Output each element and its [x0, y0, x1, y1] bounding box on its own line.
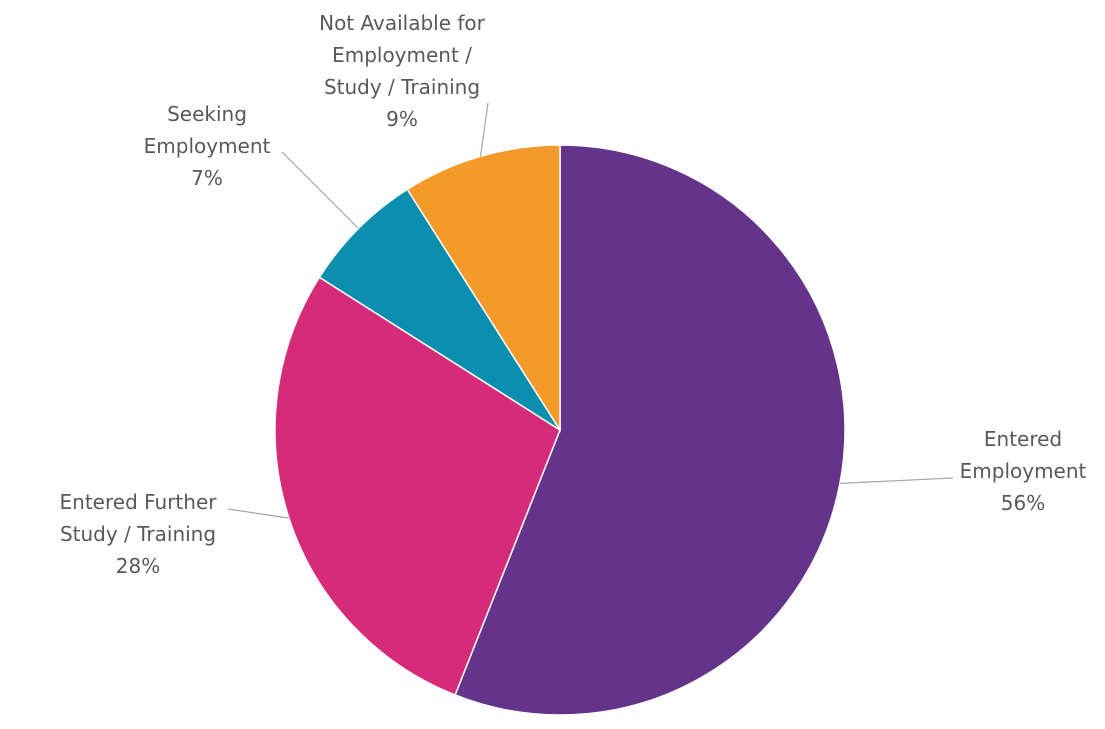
leader-line-3: [281, 151, 359, 229]
data-label-category-line: Not Available for: [319, 11, 486, 35]
data-label-category-line: Employment: [144, 134, 271, 158]
data-label-category-line: Entered: [984, 427, 1062, 451]
pie-slice-4: [406, 144, 561, 433]
data-label-percent: 56%: [1001, 491, 1045, 515]
data-labels: Entered Employment 56% Entered Further Study…: [60, 11, 1087, 578]
data-label-category-line: Employment: [960, 459, 1087, 483]
pie-slices: [274, 144, 846, 716]
pie-slice-3: [318, 188, 561, 431]
data-label-category-line: Study / Training: [324, 75, 480, 99]
data-label-percent: 28%: [116, 554, 160, 578]
data-label-category-line: Seeking: [167, 102, 247, 126]
data-label-category-line: Study / Training: [60, 522, 216, 546]
data-label-1: Entered Employment 56%: [960, 427, 1087, 515]
pie-slice-1: [454, 144, 846, 716]
leader-lines: [227, 102, 954, 519]
data-label-2: Entered Further Study / Training 28%: [60, 490, 218, 578]
data-label-percent: 9%: [386, 107, 418, 131]
data-label-4: Not Available for Employment / Study / Tra…: [319, 11, 486, 131]
data-label-category-line: Employment /: [332, 43, 472, 67]
leader-line-4: [479, 102, 489, 157]
leader-line-1: [839, 477, 954, 484]
leader-line-2: [227, 508, 289, 519]
data-label-percent: 7%: [191, 166, 223, 190]
pie-slice-2: [274, 276, 561, 696]
data-label-category-line: Entered Further: [60, 490, 218, 514]
data-label-3: Seeking Employment 7%: [144, 102, 271, 190]
